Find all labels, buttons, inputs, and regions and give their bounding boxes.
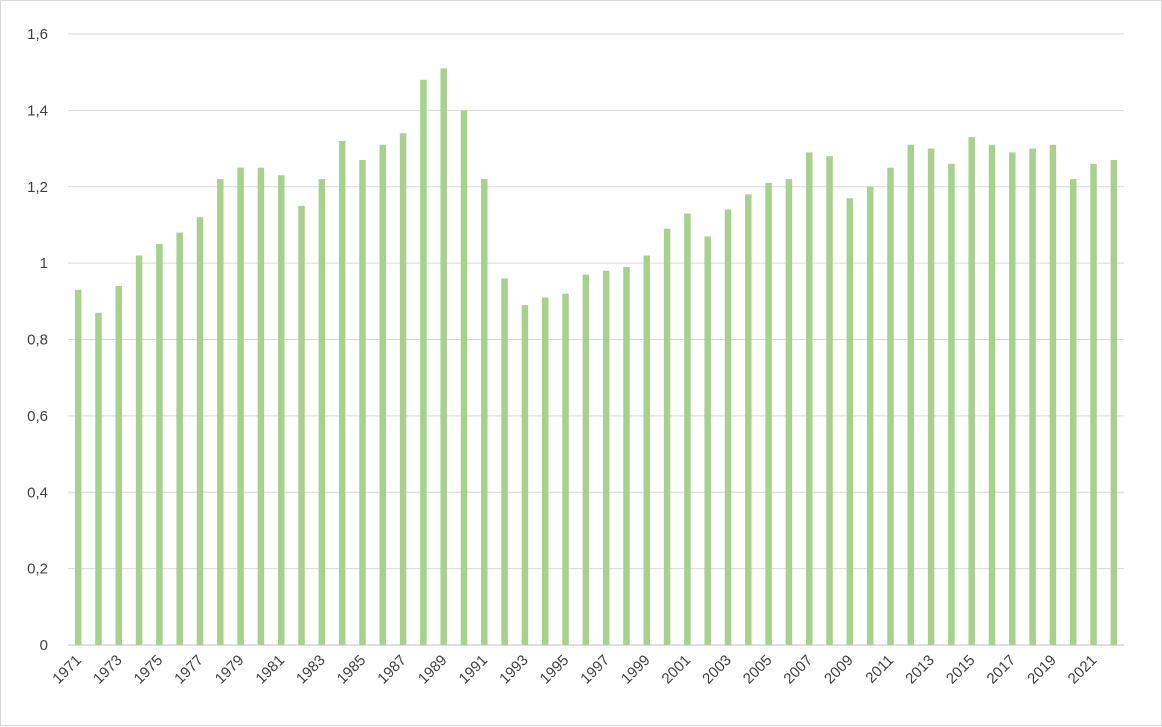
- x-tick-label: 2015: [943, 652, 979, 688]
- x-tick-label: 1985: [334, 652, 370, 688]
- bar-2012: [907, 144, 915, 646]
- bar-1980: [257, 167, 265, 645]
- y-tick-label: 1: [40, 255, 48, 272]
- bar-1997: [602, 270, 610, 645]
- bar-1987: [399, 133, 407, 646]
- bar-2007: [805, 152, 813, 645]
- bar-2019: [1049, 144, 1057, 646]
- y-tick-label: 0,6: [27, 408, 48, 425]
- bar-1994: [541, 297, 549, 645]
- bar-1982: [298, 205, 305, 645]
- x-tick-label: 1989: [415, 652, 451, 688]
- bar-1976: [176, 232, 183, 645]
- bar-2010: [866, 186, 874, 645]
- x-tick-label: 2019: [1024, 652, 1060, 688]
- bar-2017: [1009, 152, 1016, 645]
- bar-1986: [379, 144, 387, 646]
- bar-2014: [948, 163, 955, 645]
- y-axis-labels: 0 0,2 0,4 0,6 0,8 1 1,2 1,4 1,6: [27, 26, 48, 654]
- y-tick-label: 0,4: [27, 484, 48, 501]
- x-tick-label: 1973: [90, 652, 126, 688]
- y-tick-label: 1,4: [27, 102, 48, 119]
- bar-2011: [887, 167, 894, 645]
- x-tick-label: 2021: [1065, 652, 1101, 688]
- bar-1974: [135, 255, 143, 646]
- x-tick-label: 2017: [984, 652, 1020, 688]
- y-tick-label: 0: [40, 637, 48, 654]
- gridlines: [68, 33, 1124, 570]
- bar-2020: [1069, 179, 1077, 646]
- bar-2003: [724, 209, 732, 645]
- bar-1977: [196, 217, 204, 646]
- x-tick-label: 1991: [456, 652, 492, 688]
- bar-2021: [1090, 163, 1097, 645]
- x-tick-label: 1971: [49, 652, 85, 688]
- x-tick-label: 1983: [293, 652, 329, 688]
- bar-1990: [460, 110, 468, 645]
- bar-2009: [846, 198, 854, 645]
- bar-1979: [237, 167, 244, 645]
- y-tick-label: 1,6: [27, 26, 48, 43]
- bar-2018: [1029, 148, 1036, 645]
- x-tick-label: 2007: [780, 652, 816, 688]
- x-tick-label: 2011: [862, 652, 897, 687]
- bar-2015: [968, 137, 975, 646]
- bar-2016: [988, 144, 996, 646]
- bar-1996: [582, 274, 590, 645]
- bar-2008: [826, 156, 833, 645]
- x-tick-label: 2001: [659, 652, 695, 688]
- bar-1998: [623, 266, 630, 645]
- bar-1984: [338, 140, 346, 645]
- bars: [74, 68, 1118, 646]
- x-tick-label: 1997: [577, 652, 613, 688]
- x-tick-label: 2005: [740, 652, 776, 688]
- bar-1975: [156, 244, 163, 645]
- y-tick-label: 1,2: [27, 179, 48, 196]
- bar-1983: [318, 179, 326, 646]
- x-tick-label: 2009: [821, 652, 857, 688]
- bar-1993: [521, 305, 529, 645]
- bar-1972: [95, 312, 102, 645]
- x-axis-labels: 1971 1973 1975 1977 1979 1981 1983 1985 1987 1989…: [49, 652, 1100, 688]
- bar-1999: [643, 255, 651, 646]
- bar-2002: [704, 236, 711, 645]
- x-tick-label: 1979: [212, 652, 248, 688]
- x-tick-label: 1981: [252, 652, 288, 688]
- x-tick-label: 1993: [496, 652, 532, 688]
- y-tick-label: 0,8: [27, 332, 48, 349]
- bar-1985: [359, 160, 366, 645]
- x-tick-label: 1977: [171, 652, 207, 688]
- bar-1988: [420, 79, 427, 645]
- bar-2022: [1110, 160, 1118, 645]
- x-tick-label: 1987: [374, 652, 410, 688]
- bar-1995: [562, 293, 569, 645]
- bar-2006: [785, 179, 793, 646]
- bar-2000: [663, 228, 671, 645]
- bar-1973: [115, 286, 123, 645]
- bar-2001: [684, 213, 691, 646]
- bar-1991: [481, 179, 488, 646]
- x-tick-label: 1999: [618, 652, 654, 688]
- bar-1989: [440, 68, 447, 646]
- bar-2005: [765, 182, 772, 645]
- x-tick-label: 2013: [902, 652, 938, 688]
- x-tick-label: 1975: [131, 652, 167, 688]
- bar-1971: [74, 289, 82, 645]
- bar-1978: [217, 179, 224, 646]
- bar-2004: [745, 194, 752, 645]
- bar-1981: [277, 175, 285, 646]
- bar-1992: [501, 278, 508, 645]
- bar-2013: [927, 148, 935, 645]
- x-tick-label: 1995: [537, 652, 573, 688]
- x-tick-label: 2003: [699, 652, 735, 688]
- y-tick-label: 0,2: [27, 561, 48, 578]
